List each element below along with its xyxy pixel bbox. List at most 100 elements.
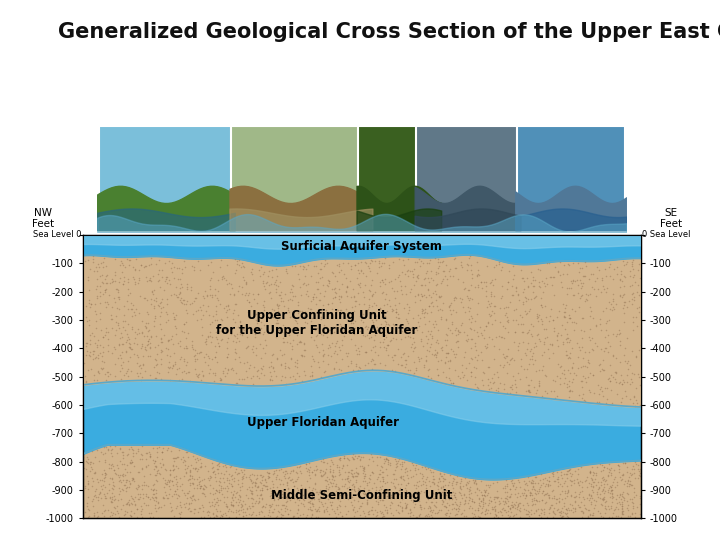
Point (132, 495, 144, 503)
Point (248, 362, 260, 371)
Point (115, 495, 127, 503)
Point (323, 281, 334, 290)
Point (305, 272, 317, 280)
Point (265, 511, 276, 520)
Point (482, 296, 494, 305)
Point (136, 513, 148, 522)
Point (287, 512, 299, 521)
Point (371, 461, 382, 469)
Point (431, 352, 442, 361)
Point (354, 455, 366, 463)
Point (344, 276, 356, 285)
Point (494, 260, 505, 268)
Point (508, 478, 520, 487)
Point (234, 260, 246, 269)
Point (203, 474, 215, 482)
Point (469, 478, 480, 487)
Point (181, 464, 193, 472)
Point (498, 384, 510, 393)
Point (296, 306, 307, 315)
Point (104, 493, 116, 502)
Point (127, 495, 139, 503)
Point (553, 267, 564, 275)
Point (482, 374, 494, 383)
Point (509, 489, 521, 498)
Point (153, 256, 165, 265)
Point (544, 504, 555, 513)
Point (211, 301, 222, 310)
Point (543, 354, 554, 362)
Point (149, 374, 161, 383)
Point (462, 499, 474, 508)
Point (112, 509, 124, 517)
Point (502, 491, 513, 500)
Point (514, 375, 526, 383)
Point (408, 471, 419, 480)
Point (285, 488, 297, 497)
Point (312, 268, 324, 277)
Point (249, 478, 261, 487)
Point (102, 346, 114, 355)
Point (267, 349, 279, 358)
Point (223, 279, 235, 287)
Point (450, 480, 462, 488)
Point (340, 502, 351, 511)
Point (461, 330, 472, 339)
Point (490, 386, 502, 395)
Point (453, 327, 464, 336)
Point (181, 309, 192, 318)
Point (357, 268, 369, 277)
Point (513, 501, 524, 510)
Point (611, 490, 623, 499)
Point (579, 374, 590, 382)
Point (458, 490, 469, 498)
Point (123, 256, 135, 265)
Point (292, 309, 304, 318)
Point (81, 347, 93, 355)
Point (258, 328, 270, 336)
Point (151, 350, 163, 359)
Point (582, 472, 593, 481)
Point (172, 339, 184, 347)
Point (252, 499, 264, 508)
Point (248, 348, 259, 357)
Point (402, 272, 413, 281)
Point (528, 382, 540, 391)
Point (83, 477, 94, 486)
Point (569, 505, 580, 514)
Point (171, 502, 183, 510)
Point (318, 350, 330, 359)
Point (91, 309, 102, 318)
Point (411, 258, 423, 267)
Point (603, 505, 614, 514)
Point (360, 348, 372, 357)
Point (137, 329, 148, 338)
Point (140, 481, 152, 489)
Point (120, 338, 132, 347)
Point (167, 363, 179, 372)
Point (221, 352, 233, 361)
Point (119, 277, 130, 286)
Point (504, 356, 516, 364)
Point (163, 256, 174, 265)
Point (484, 496, 495, 504)
Point (116, 485, 127, 494)
Point (528, 343, 539, 352)
Point (114, 339, 125, 348)
Point (246, 470, 258, 478)
Point (311, 262, 323, 271)
Point (456, 258, 467, 266)
Point (326, 471, 338, 480)
Point (352, 484, 364, 492)
Point (500, 482, 511, 490)
Point (287, 372, 299, 380)
Point (281, 265, 292, 273)
Point (433, 488, 445, 496)
Point (230, 497, 242, 506)
Point (99, 286, 110, 295)
Point (113, 340, 125, 349)
Point (502, 357, 513, 366)
Point (281, 502, 292, 511)
Point (282, 479, 293, 488)
Point (234, 485, 246, 494)
